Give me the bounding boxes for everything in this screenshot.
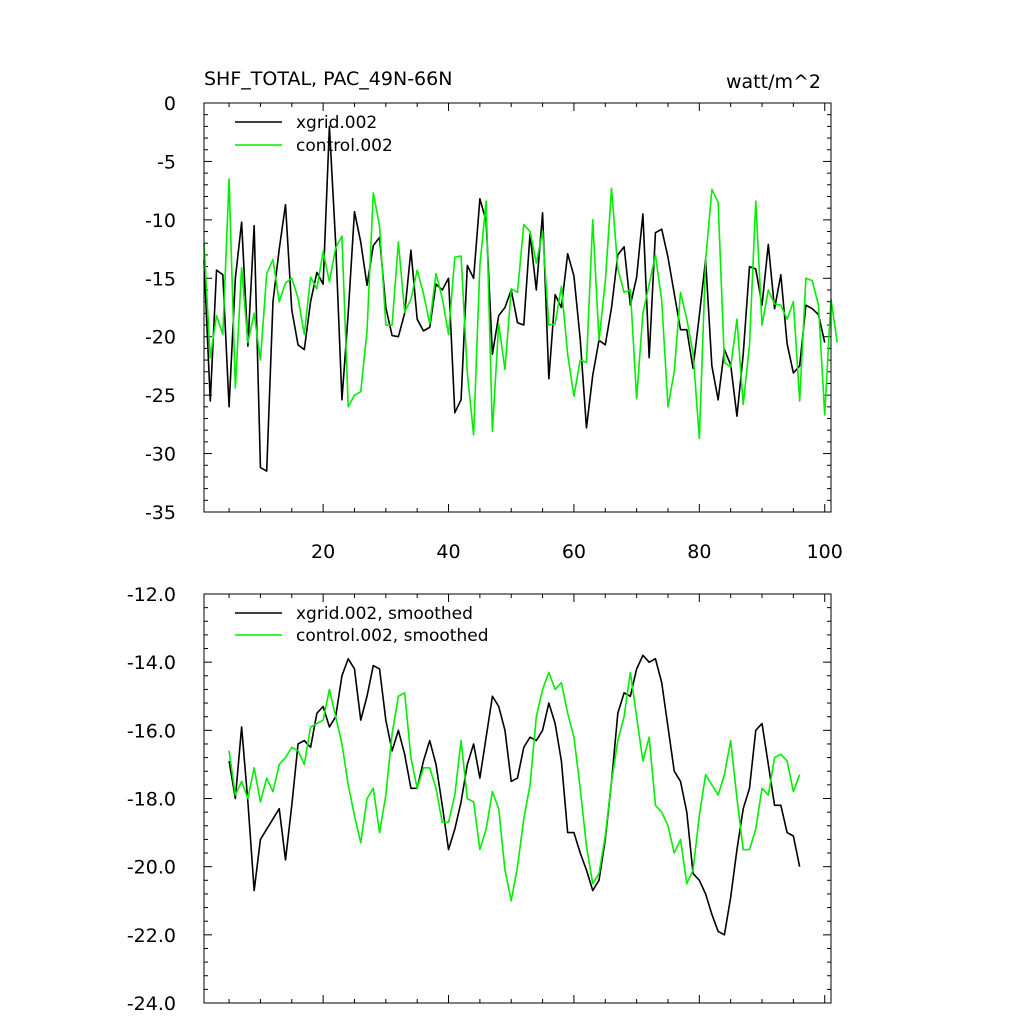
x-tick-label: 80 <box>687 541 711 563</box>
bottom-chart: -12.0 -14.0 -16.0 -18.0 -20.0 -22.0 -24.0 xgri… <box>127 584 832 1015</box>
top-chart-x-ticks: 20 40 60 80 100 <box>228 103 843 563</box>
y-tick-label: -30 <box>145 444 176 466</box>
bottom-chart-legend: xgrid.002, smoothed control.002, smoothe… <box>235 604 489 646</box>
y-tick-label: -15 <box>145 268 176 290</box>
top-chart-series <box>203 125 839 472</box>
legend-label-control-smoothed: control.002, smoothed <box>296 626 489 646</box>
bottom-chart-x-ticks <box>228 594 826 1003</box>
top-chart-frame <box>203 102 832 513</box>
y-tick-label: -12.0 <box>127 584 176 606</box>
y-tick-label: -5 <box>157 151 176 173</box>
y-tick-label: -10 <box>145 210 176 232</box>
top-chart: SHF_TOTAL, PAC_49N-66N watt/m^2 0 -5 -10 -1… <box>145 68 843 563</box>
y-tick-label: -35 <box>145 502 176 524</box>
y-tick-label: -25 <box>145 385 176 407</box>
y-tick-label: -20.0 <box>127 857 176 879</box>
series-line-control-002-smoothed <box>228 671 801 902</box>
series-line-xgrid-002-smoothed <box>228 654 801 936</box>
x-tick-label: 40 <box>436 541 460 563</box>
top-chart-units: watt/m^2 <box>726 71 821 93</box>
y-tick-label: 0 <box>164 93 176 115</box>
bottom-chart-y-ticks: -12.0 -14.0 -16.0 -18.0 -20.0 -22.0 -24.0 <box>127 584 831 1015</box>
y-tick-label: -20 <box>145 327 176 349</box>
top-chart-y-ticks: 0 -5 -10 -15 -20 -25 -30 -35 <box>145 93 831 524</box>
y-tick-label: -14.0 <box>127 652 176 674</box>
x-tick-label: 100 <box>807 541 843 563</box>
y-tick-label: -24.0 <box>127 993 176 1015</box>
legend-label-xgrid: xgrid.002 <box>296 113 377 133</box>
y-tick-label: -16.0 <box>127 720 176 742</box>
y-tick-label: -22.0 <box>127 925 176 947</box>
top-chart-title: SHF_TOTAL, PAC_49N-66N <box>204 68 452 90</box>
legend-label-xgrid-smoothed: xgrid.002, smoothed <box>296 604 473 624</box>
bottom-chart-frame <box>203 593 832 1004</box>
bottom-chart-series <box>228 654 801 936</box>
y-tick-label: -18.0 <box>127 789 176 811</box>
series-line-xgrid-002 <box>203 125 826 472</box>
top-chart-legend: xgrid.002 control.002 <box>235 113 393 156</box>
series-line-control-002 <box>203 178 839 440</box>
x-tick-label: 60 <box>562 541 586 563</box>
legend-label-control: control.002 <box>296 136 393 156</box>
x-tick-label: 20 <box>311 541 335 563</box>
